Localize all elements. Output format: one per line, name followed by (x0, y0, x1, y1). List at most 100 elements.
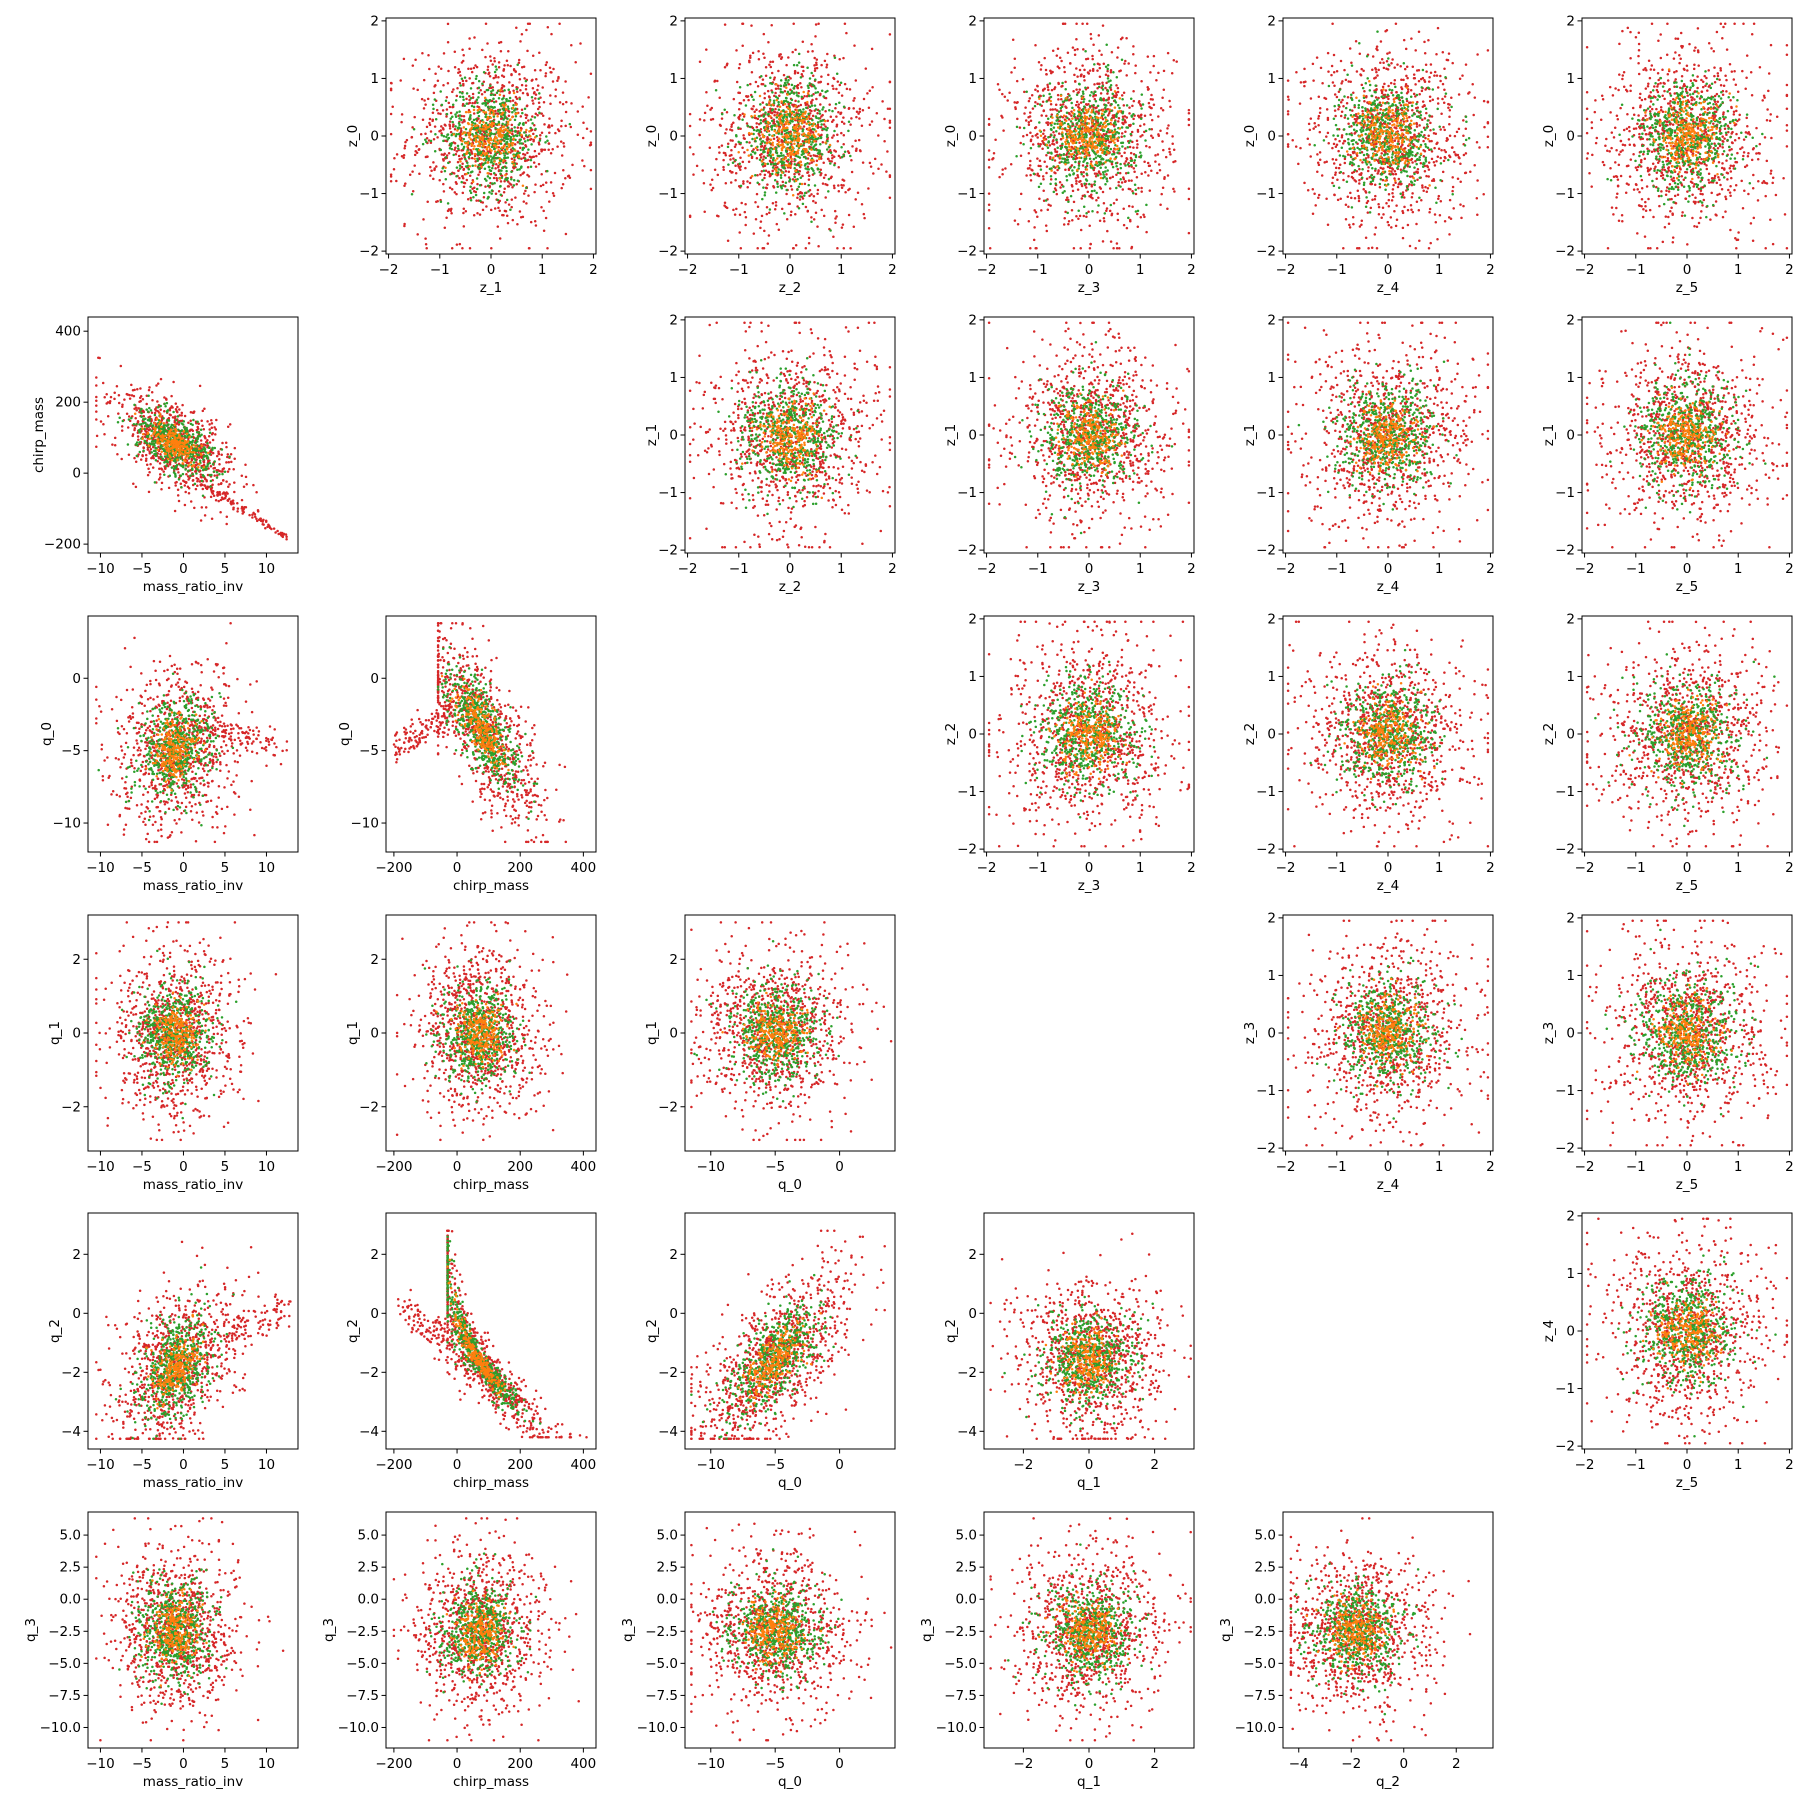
point (1082, 214, 1086, 218)
point (794, 212, 797, 216)
point (775, 116, 779, 119)
point (730, 125, 733, 128)
point (1107, 122, 1111, 126)
point (455, 243, 459, 246)
point (784, 181, 788, 185)
point (1023, 112, 1026, 115)
point (518, 151, 521, 155)
point (483, 167, 487, 171)
point (816, 121, 820, 124)
point (1115, 75, 1119, 79)
point (829, 151, 833, 155)
point (1090, 160, 1093, 163)
point (1111, 175, 1115, 179)
point (775, 125, 778, 128)
point (482, 121, 485, 124)
point (781, 124, 785, 127)
point (461, 132, 464, 135)
point (476, 157, 479, 160)
point (818, 170, 821, 174)
point (505, 198, 509, 202)
point (781, 144, 784, 147)
point (771, 134, 774, 138)
point (822, 176, 826, 180)
point (791, 120, 794, 123)
point (509, 208, 512, 211)
point (482, 162, 485, 166)
point (1015, 154, 1018, 158)
point (745, 140, 749, 144)
point (1072, 156, 1075, 160)
point (389, 179, 393, 183)
point (1167, 124, 1170, 127)
point (776, 185, 780, 189)
point (474, 126, 478, 130)
point (537, 141, 541, 144)
point (1148, 146, 1151, 149)
point (987, 208, 991, 212)
point (492, 76, 495, 80)
point (827, 73, 830, 77)
point (1038, 97, 1041, 100)
point (833, 54, 836, 58)
point (1110, 212, 1114, 216)
point (473, 154, 477, 158)
point (1054, 178, 1058, 181)
point (1127, 216, 1130, 220)
point (457, 147, 460, 150)
point (750, 144, 753, 148)
point (767, 153, 771, 157)
point (775, 131, 778, 135)
point (1054, 108, 1057, 111)
point (775, 82, 778, 86)
point (518, 210, 522, 213)
point (1071, 152, 1074, 156)
point (1112, 246, 1115, 250)
point (810, 161, 813, 164)
point (792, 92, 796, 95)
point (1098, 75, 1102, 79)
point (1130, 114, 1133, 118)
point (763, 191, 767, 194)
point (835, 72, 839, 76)
point (465, 102, 469, 105)
y-tick-label: −2 (658, 244, 678, 260)
point (458, 81, 462, 85)
point (768, 140, 771, 144)
point (1111, 165, 1115, 169)
point (1073, 141, 1076, 145)
point (880, 163, 883, 166)
point (531, 99, 534, 102)
point (1101, 117, 1105, 121)
point (1060, 105, 1064, 108)
point (763, 176, 766, 180)
point (1062, 153, 1066, 156)
point (1132, 89, 1135, 93)
point (389, 175, 393, 178)
point (801, 130, 804, 133)
point (688, 146, 692, 149)
point (510, 170, 513, 174)
point (503, 187, 506, 190)
point (759, 148, 762, 152)
point (1090, 193, 1093, 196)
point (811, 49, 814, 53)
point (561, 102, 565, 106)
point (1077, 110, 1081, 114)
point (720, 117, 724, 120)
point (987, 149, 991, 152)
point (1159, 107, 1163, 110)
point (780, 110, 783, 113)
point (520, 32, 524, 36)
point (581, 136, 585, 140)
point (1116, 136, 1119, 140)
point (1047, 140, 1050, 143)
point (762, 169, 766, 172)
point (774, 168, 777, 171)
point (445, 216, 448, 220)
point (755, 125, 759, 129)
point (779, 121, 782, 124)
point (1058, 161, 1061, 164)
point (715, 157, 718, 161)
point (1049, 182, 1052, 186)
